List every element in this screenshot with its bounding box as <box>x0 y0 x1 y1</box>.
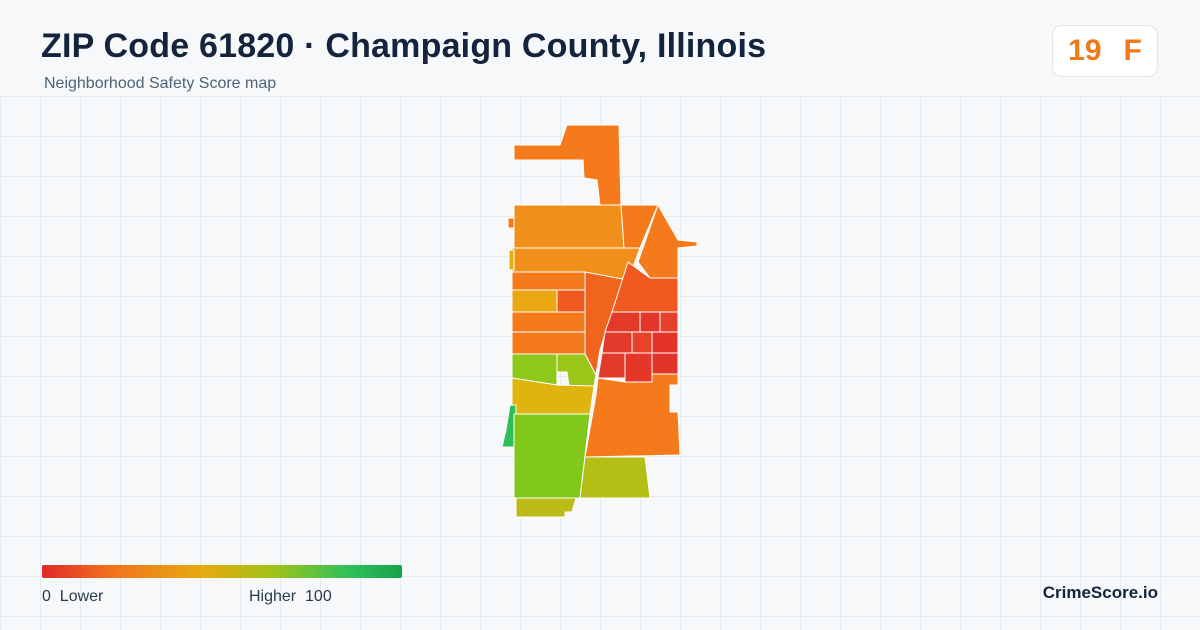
page-subtitle: Neighborhood Safety Score map <box>44 75 277 92</box>
legend-high-value: 100 <box>305 588 332 605</box>
map-area-red-5[interactable] <box>631 331 653 354</box>
legend-color-scale <box>42 565 402 578</box>
map-area-yellow-orange[interactable] <box>511 289 558 313</box>
map-area-small-red[interactable] <box>556 289 586 313</box>
legend-low-value: 0 <box>42 588 51 605</box>
score-value: 19 <box>1068 34 1102 67</box>
map-area-south-east[interactable] <box>584 373 681 458</box>
map-area-central-orange[interactable] <box>511 311 586 333</box>
map-area-west-notch[interactable] <box>507 217 515 229</box>
legend-high-text: Higher <box>249 588 297 605</box>
map-area-south-green[interactable] <box>513 413 591 499</box>
legend-low-text: Lower <box>59 588 104 605</box>
map-area-east-orange-red[interactable] <box>611 261 679 313</box>
map-area-red-3[interactable] <box>659 311 679 333</box>
map-area-red-4[interactable] <box>601 331 633 354</box>
brand-logo-text[interactable]: CrimeScore.io <box>1042 583 1158 602</box>
map-area-south-olive[interactable] <box>579 456 651 499</box>
map-area-west-tab[interactable] <box>501 404 517 448</box>
legend-high-label: Higher 100 <box>249 588 332 606</box>
map-area-north-west[interactable] <box>513 204 625 249</box>
map-area-red-2[interactable] <box>639 311 661 333</box>
page-title: ZIP Code 61820 · Champaign County, Illin… <box>41 27 767 65</box>
map-area-band-three[interactable] <box>511 271 586 291</box>
map-area-west-sliver[interactable] <box>508 249 515 271</box>
map-area-south-strip[interactable] <box>515 497 577 518</box>
map-area-red-7[interactable] <box>597 352 626 379</box>
legend-low-label: 0 Lower <box>42 588 103 606</box>
score-grade: F <box>1123 34 1142 67</box>
map-area-red-8[interactable] <box>624 352 653 383</box>
map-area-red-9[interactable] <box>651 352 679 375</box>
map-area-north-hook[interactable] <box>513 124 622 206</box>
map-area-east-finger[interactable] <box>637 204 698 279</box>
map-area-central-strip[interactable] <box>511 331 586 355</box>
map-area-red-6[interactable] <box>651 331 679 354</box>
safety-score-badge: 19 F <box>1052 25 1158 77</box>
